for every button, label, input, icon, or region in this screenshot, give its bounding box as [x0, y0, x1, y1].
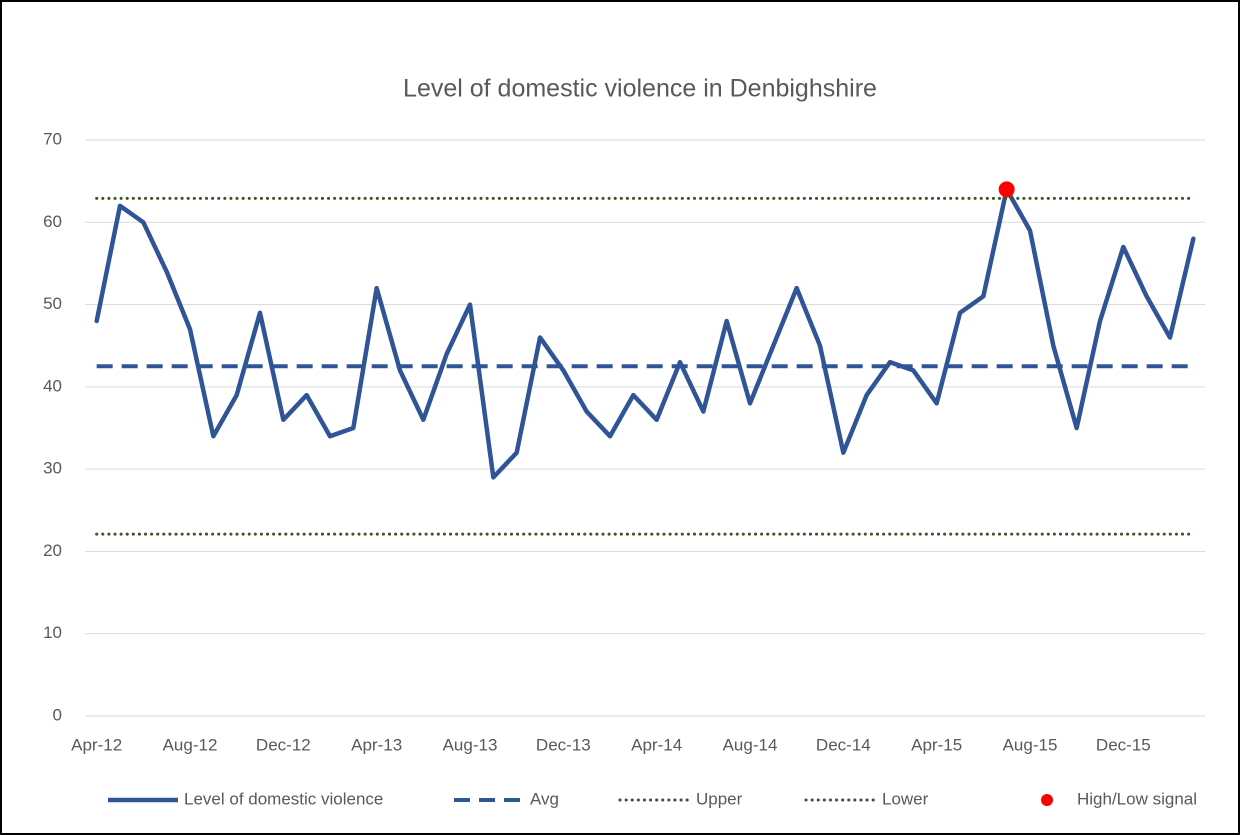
x-tick-label: Dec-14 [816, 735, 871, 754]
y-tick-label: 40 [43, 376, 62, 395]
x-tick-label: Dec-15 [1096, 735, 1151, 754]
x-tick-label: Aug-13 [443, 735, 498, 754]
x-tick-label: Aug-15 [1003, 735, 1058, 754]
legend-label: Level of domestic violence [184, 789, 383, 808]
x-tick-label: Apr-14 [631, 735, 682, 754]
y-tick-label: 0 [53, 705, 62, 724]
y-tick-label: 50 [43, 294, 62, 313]
legend-label: Avg [530, 789, 559, 808]
x-tick-label: Aug-14 [723, 735, 778, 754]
x-tick-label: Aug-12 [163, 735, 218, 754]
chart-title: Level of domestic violence in Denbighshi… [403, 75, 877, 103]
x-tick-label: Dec-12 [256, 735, 311, 754]
legend-label: Lower [882, 789, 929, 808]
y-tick-label: 20 [43, 541, 62, 560]
y-tick-label: 70 [43, 129, 62, 148]
legend-marker [1041, 794, 1053, 806]
y-tick-label: 60 [43, 212, 62, 231]
legend-label: High/Low signal [1077, 789, 1197, 808]
x-tick-label: Apr-12 [71, 735, 122, 754]
x-tick-label: Apr-13 [351, 735, 402, 754]
signal-marker [998, 181, 1015, 198]
legend-label: Upper [696, 789, 743, 808]
y-tick-label: 30 [43, 459, 62, 478]
x-tick-label: Dec-13 [536, 735, 591, 754]
x-tick-label: Apr-15 [911, 735, 962, 754]
y-tick-label: 10 [43, 623, 62, 642]
